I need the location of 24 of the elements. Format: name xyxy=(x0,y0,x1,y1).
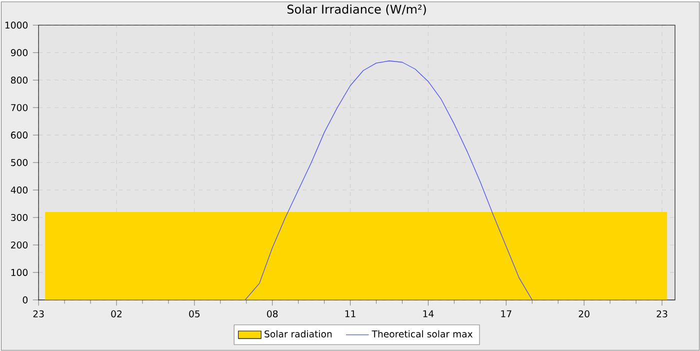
line-series xyxy=(244,60,532,300)
x-tick-label: 08 xyxy=(267,310,278,318)
x-tick-label: 11 xyxy=(345,310,356,318)
x-tick-label: 23 xyxy=(33,310,44,318)
chart-title: Solar Irradiance (W/m²) xyxy=(287,4,426,16)
y-tick-label: 400 xyxy=(10,186,28,194)
x-tick-label: 02 xyxy=(111,310,122,318)
legend-label: Theoretical solar max xyxy=(372,330,473,338)
y-tick-label: 300 xyxy=(11,214,28,222)
y-tick-label: 1000 xyxy=(5,22,28,29)
legend-label: Solar radiation xyxy=(264,330,332,338)
y-tick-label: 0 xyxy=(22,296,28,304)
x-tick-label: 05 xyxy=(189,310,200,318)
x-tick-label: 20 xyxy=(578,310,590,318)
x-tick-label: 23 xyxy=(656,310,668,318)
y-tick-label: 100 xyxy=(11,268,28,276)
y-tick-label: 800 xyxy=(11,76,28,84)
y-tick-label: 500 xyxy=(11,159,28,166)
y-tick-label: 700 xyxy=(11,104,28,112)
y-tick-label: 200 xyxy=(11,242,28,249)
x-tick-label: 14 xyxy=(423,310,434,318)
y-tick-label: 600 xyxy=(11,132,28,139)
y-tick-label: 900 xyxy=(10,49,28,56)
x-tick-label: 17 xyxy=(501,310,512,318)
